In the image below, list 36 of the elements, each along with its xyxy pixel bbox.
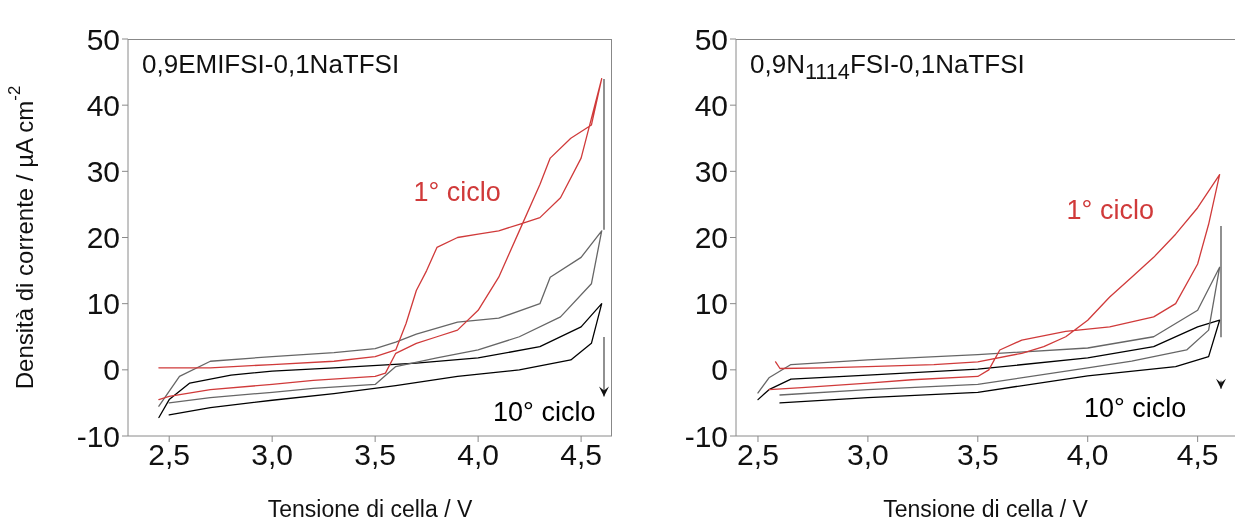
- x-axis-title: Tensione di cella / V: [267, 496, 473, 522]
- y-tick-label: 0: [711, 353, 728, 387]
- x-tick-label: 4,0: [457, 438, 499, 472]
- line-series: [158, 303, 603, 419]
- y-tick-label: 50: [86, 22, 120, 56]
- x-axis-title: Tensione di cella / V: [883, 496, 1089, 522]
- y-tick-label: 40: [86, 88, 120, 122]
- series-label: 1° ciclo: [1066, 194, 1154, 226]
- series-label: 1° ciclo: [413, 176, 501, 208]
- y-tick-label: -10: [76, 419, 120, 453]
- line-series: [158, 78, 603, 401]
- y-tick-label: 50: [694, 22, 728, 56]
- y-tick-label: 30: [86, 154, 120, 188]
- series-label: 10° ciclo: [493, 396, 596, 428]
- y-tick-label: 10: [694, 287, 728, 321]
- x-tick-label: 4,5: [1176, 438, 1219, 472]
- x-tick-label: 3,5: [354, 438, 397, 472]
- line-series: [757, 266, 1221, 396]
- chart-title: 0,9EMIFSI-0,1NaTFSI: [142, 49, 400, 80]
- y-tick-label: -10: [684, 419, 728, 453]
- text: 0,9N$_{1114}$FSI-0,1NaTFSI: [750, 49, 1025, 86]
- y-tick-label: 20: [86, 221, 120, 255]
- x-tick-label: 4,0: [1066, 438, 1109, 472]
- y-tick-label: 30: [694, 154, 728, 188]
- y-tick-label: 10: [86, 287, 120, 321]
- x-tick-label: 2,5: [737, 438, 779, 472]
- x-tick-label: 3,5: [956, 438, 999, 472]
- series-label: 10° ciclo: [1084, 392, 1187, 424]
- y-tick-label: 0: [103, 353, 120, 387]
- x-tick-label: 2,5: [148, 438, 191, 472]
- y-tick-label: 20: [694, 221, 728, 255]
- x-tick-label: 4,5: [560, 438, 602, 472]
- y-tick-label: 40: [694, 88, 728, 122]
- line-series: [768, 173, 1221, 391]
- x-tick-label: 3,0: [251, 438, 294, 472]
- x-tick-label: 3,0: [847, 438, 889, 472]
